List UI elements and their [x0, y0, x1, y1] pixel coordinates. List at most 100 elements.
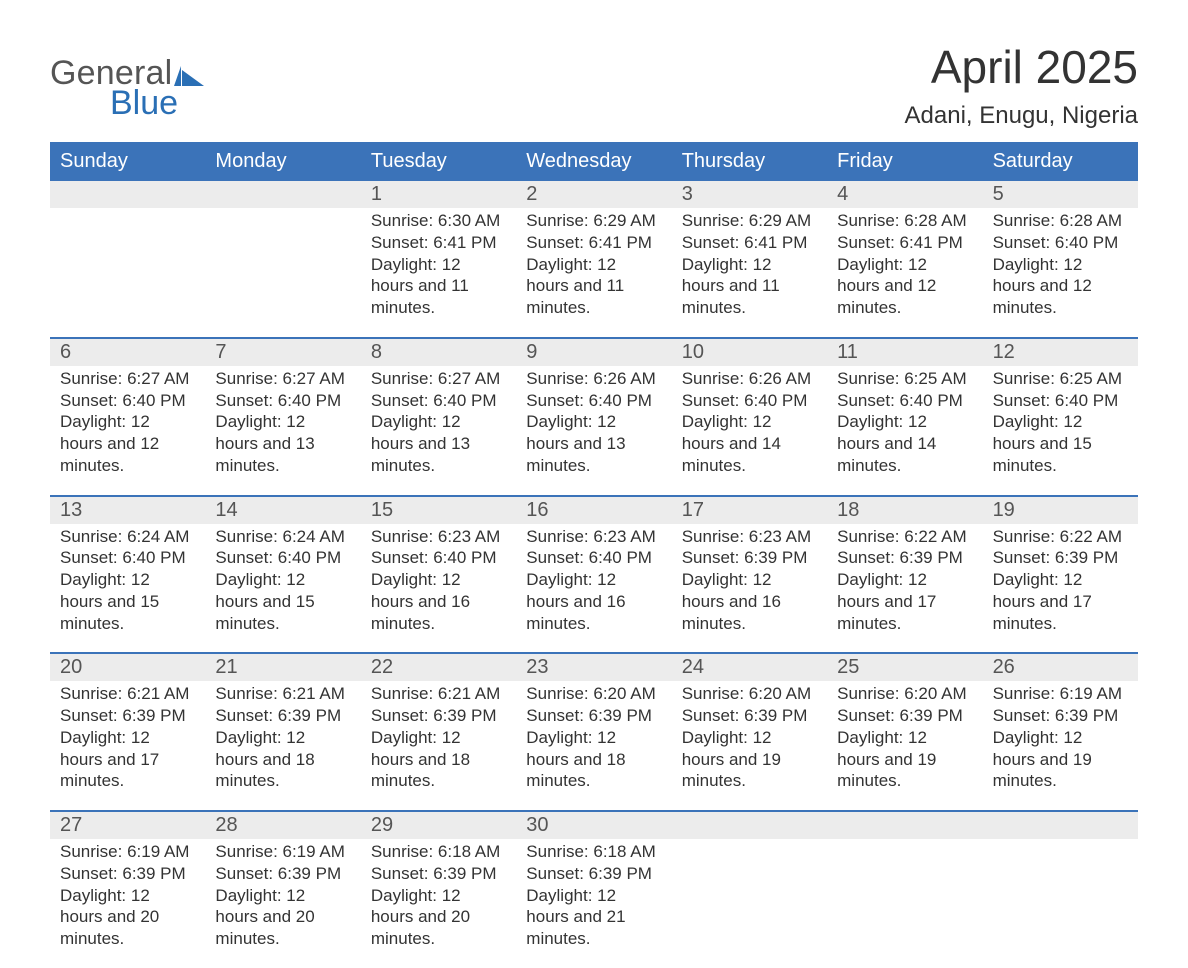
date-band: 6789101112 — [50, 339, 1138, 366]
daylight-line: Daylight: 12 hours and 15 minutes. — [60, 569, 195, 634]
date-number: 7 — [205, 339, 360, 366]
day-cell: Sunrise: 6:19 AMSunset: 6:39 PMDaylight:… — [205, 839, 360, 950]
daylight-line: Daylight: 12 hours and 18 minutes. — [215, 727, 350, 792]
brand-logo: General Blue — [50, 40, 208, 120]
sunset-line: Sunset: 6:39 PM — [371, 705, 506, 727]
sunset-line: Sunset: 6:39 PM — [993, 705, 1128, 727]
date-number: 24 — [672, 654, 827, 681]
sunset-line: Sunset: 6:39 PM — [993, 547, 1128, 569]
sunset-line: Sunset: 6:40 PM — [526, 390, 661, 412]
sunset-line: Sunset: 6:40 PM — [215, 547, 350, 569]
day-of-week-header: SundayMondayTuesdayWednesdayThursdayFrid… — [50, 142, 1138, 181]
date-band: 12345 — [50, 181, 1138, 208]
date-number — [983, 812, 1138, 839]
date-number: 29 — [361, 812, 516, 839]
sunset-line: Sunset: 6:39 PM — [682, 705, 817, 727]
sunrise-line: Sunrise: 6:19 AM — [60, 841, 195, 863]
day-cell: Sunrise: 6:19 AMSunset: 6:39 PMDaylight:… — [983, 681, 1138, 792]
day-cell: Sunrise: 6:20 AMSunset: 6:39 PMDaylight:… — [516, 681, 671, 792]
week-row: 20212223242526Sunrise: 6:21 AMSunset: 6:… — [50, 652, 1138, 810]
daylight-line: Daylight: 12 hours and 14 minutes. — [682, 411, 817, 476]
date-band: 20212223242526 — [50, 654, 1138, 681]
date-number: 5 — [983, 181, 1138, 208]
date-number: 8 — [361, 339, 516, 366]
day-cell: Sunrise: 6:27 AMSunset: 6:40 PMDaylight:… — [50, 366, 205, 477]
day-cell: Sunrise: 6:19 AMSunset: 6:39 PMDaylight:… — [50, 839, 205, 950]
date-number: 21 — [205, 654, 360, 681]
day-cell: Sunrise: 6:26 AMSunset: 6:40 PMDaylight:… — [516, 366, 671, 477]
daylight-line: Daylight: 12 hours and 21 minutes. — [526, 885, 661, 950]
daylight-line: Daylight: 12 hours and 12 minutes. — [837, 254, 972, 319]
sunset-line: Sunset: 6:40 PM — [215, 390, 350, 412]
sunset-line: Sunset: 6:40 PM — [60, 547, 195, 569]
date-number: 26 — [983, 654, 1138, 681]
week-row: 6789101112Sunrise: 6:27 AMSunset: 6:40 P… — [50, 337, 1138, 495]
day-cell: Sunrise: 6:26 AMSunset: 6:40 PMDaylight:… — [672, 366, 827, 477]
week-row: 12345Sunrise: 6:30 AMSunset: 6:41 PMDayl… — [50, 181, 1138, 337]
dow-tuesday: Tuesday — [361, 142, 516, 181]
sunrise-line: Sunrise: 6:29 AM — [526, 210, 661, 232]
dow-monday: Monday — [205, 142, 360, 181]
date-number: 20 — [50, 654, 205, 681]
week-row: 27282930Sunrise: 6:19 AMSunset: 6:39 PMD… — [50, 810, 1138, 968]
date-band: 13141516171819 — [50, 497, 1138, 524]
day-cell: Sunrise: 6:28 AMSunset: 6:41 PMDaylight:… — [827, 208, 982, 319]
date-number: 1 — [361, 181, 516, 208]
location-subtitle: Adani, Enugu, Nigeria — [905, 102, 1138, 130]
sunrise-line: Sunrise: 6:27 AM — [371, 368, 506, 390]
day-cell: Sunrise: 6:30 AMSunset: 6:41 PMDaylight:… — [361, 208, 516, 319]
day-cell — [983, 839, 1138, 950]
week-row: 13141516171819Sunrise: 6:24 AMSunset: 6:… — [50, 495, 1138, 653]
sunrise-line: Sunrise: 6:20 AM — [837, 683, 972, 705]
sunset-line: Sunset: 6:40 PM — [993, 390, 1128, 412]
sunset-line: Sunset: 6:41 PM — [371, 232, 506, 254]
date-number: 13 — [50, 497, 205, 524]
sunset-line: Sunset: 6:39 PM — [526, 863, 661, 885]
sunrise-line: Sunrise: 6:22 AM — [993, 526, 1128, 548]
daylight-line: Daylight: 12 hours and 18 minutes. — [371, 727, 506, 792]
sunrise-line: Sunrise: 6:29 AM — [682, 210, 817, 232]
sunrise-line: Sunrise: 6:25 AM — [993, 368, 1128, 390]
daylight-line: Daylight: 12 hours and 11 minutes. — [682, 254, 817, 319]
sunset-line: Sunset: 6:41 PM — [682, 232, 817, 254]
day-cell: Sunrise: 6:28 AMSunset: 6:40 PMDaylight:… — [983, 208, 1138, 319]
date-number: 30 — [516, 812, 671, 839]
sunrise-line: Sunrise: 6:23 AM — [371, 526, 506, 548]
sunset-line: Sunset: 6:40 PM — [993, 232, 1128, 254]
sunrise-line: Sunrise: 6:26 AM — [682, 368, 817, 390]
day-cell — [672, 839, 827, 950]
sunset-line: Sunset: 6:39 PM — [215, 863, 350, 885]
date-number: 12 — [983, 339, 1138, 366]
date-number: 4 — [827, 181, 982, 208]
daylight-line: Daylight: 12 hours and 13 minutes. — [526, 411, 661, 476]
week-body: Sunrise: 6:19 AMSunset: 6:39 PMDaylight:… — [50, 839, 1138, 968]
date-number: 18 — [827, 497, 982, 524]
daylight-line: Daylight: 12 hours and 17 minutes. — [993, 569, 1128, 634]
sunset-line: Sunset: 6:40 PM — [371, 390, 506, 412]
day-cell — [50, 208, 205, 319]
date-number: 27 — [50, 812, 205, 839]
day-cell: Sunrise: 6:27 AMSunset: 6:40 PMDaylight:… — [361, 366, 516, 477]
sunrise-line: Sunrise: 6:30 AM — [371, 210, 506, 232]
day-cell: Sunrise: 6:29 AMSunset: 6:41 PMDaylight:… — [672, 208, 827, 319]
daylight-line: Daylight: 12 hours and 19 minutes. — [837, 727, 972, 792]
date-number: 14 — [205, 497, 360, 524]
sunrise-line: Sunrise: 6:23 AM — [682, 526, 817, 548]
sunset-line: Sunset: 6:39 PM — [837, 705, 972, 727]
daylight-line: Daylight: 12 hours and 20 minutes. — [371, 885, 506, 950]
daylight-line: Daylight: 12 hours and 13 minutes. — [215, 411, 350, 476]
sunrise-line: Sunrise: 6:27 AM — [60, 368, 195, 390]
week-body: Sunrise: 6:30 AMSunset: 6:41 PMDaylight:… — [50, 208, 1138, 337]
daylight-line: Daylight: 12 hours and 12 minutes. — [993, 254, 1128, 319]
date-band: 27282930 — [50, 812, 1138, 839]
daylight-line: Daylight: 12 hours and 19 minutes. — [682, 727, 817, 792]
day-cell: Sunrise: 6:29 AMSunset: 6:41 PMDaylight:… — [516, 208, 671, 319]
week-body: Sunrise: 6:27 AMSunset: 6:40 PMDaylight:… — [50, 366, 1138, 495]
day-cell: Sunrise: 6:23 AMSunset: 6:40 PMDaylight:… — [516, 524, 671, 635]
date-number: 28 — [205, 812, 360, 839]
sunset-line: Sunset: 6:40 PM — [526, 547, 661, 569]
date-number: 17 — [672, 497, 827, 524]
dow-friday: Friday — [827, 142, 982, 181]
date-number — [827, 812, 982, 839]
sunset-line: Sunset: 6:40 PM — [682, 390, 817, 412]
